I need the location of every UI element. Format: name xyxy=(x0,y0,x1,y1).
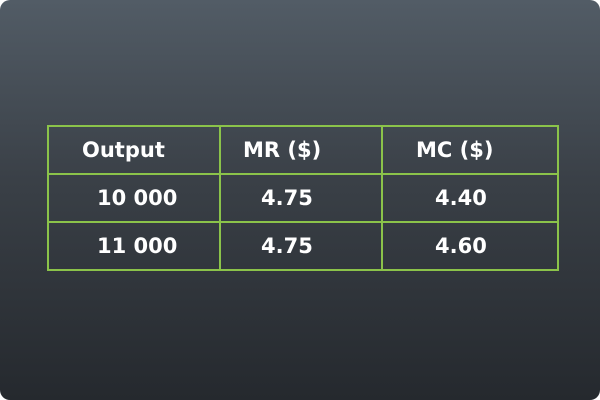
table-row: 11 000 4.75 4.60 xyxy=(47,221,559,271)
header-mc: MC ($) xyxy=(381,125,559,175)
header-output: Output xyxy=(47,125,221,175)
table-row: 10 000 4.75 4.40 xyxy=(47,173,559,223)
cell-output: 10 000 xyxy=(47,173,221,223)
cell-mr: 4.75 xyxy=(219,221,383,271)
cell-mc: 4.60 xyxy=(381,221,559,271)
table-header-row: Output MR ($) MC ($) xyxy=(47,125,559,175)
data-table: Output MR ($) MC ($) 10 000 4.75 4.40 11… xyxy=(47,125,559,271)
cell-mr: 4.75 xyxy=(219,173,383,223)
header-mr: MR ($) xyxy=(219,125,383,175)
cell-mc: 4.40 xyxy=(381,173,559,223)
cell-output: 11 000 xyxy=(47,221,221,271)
